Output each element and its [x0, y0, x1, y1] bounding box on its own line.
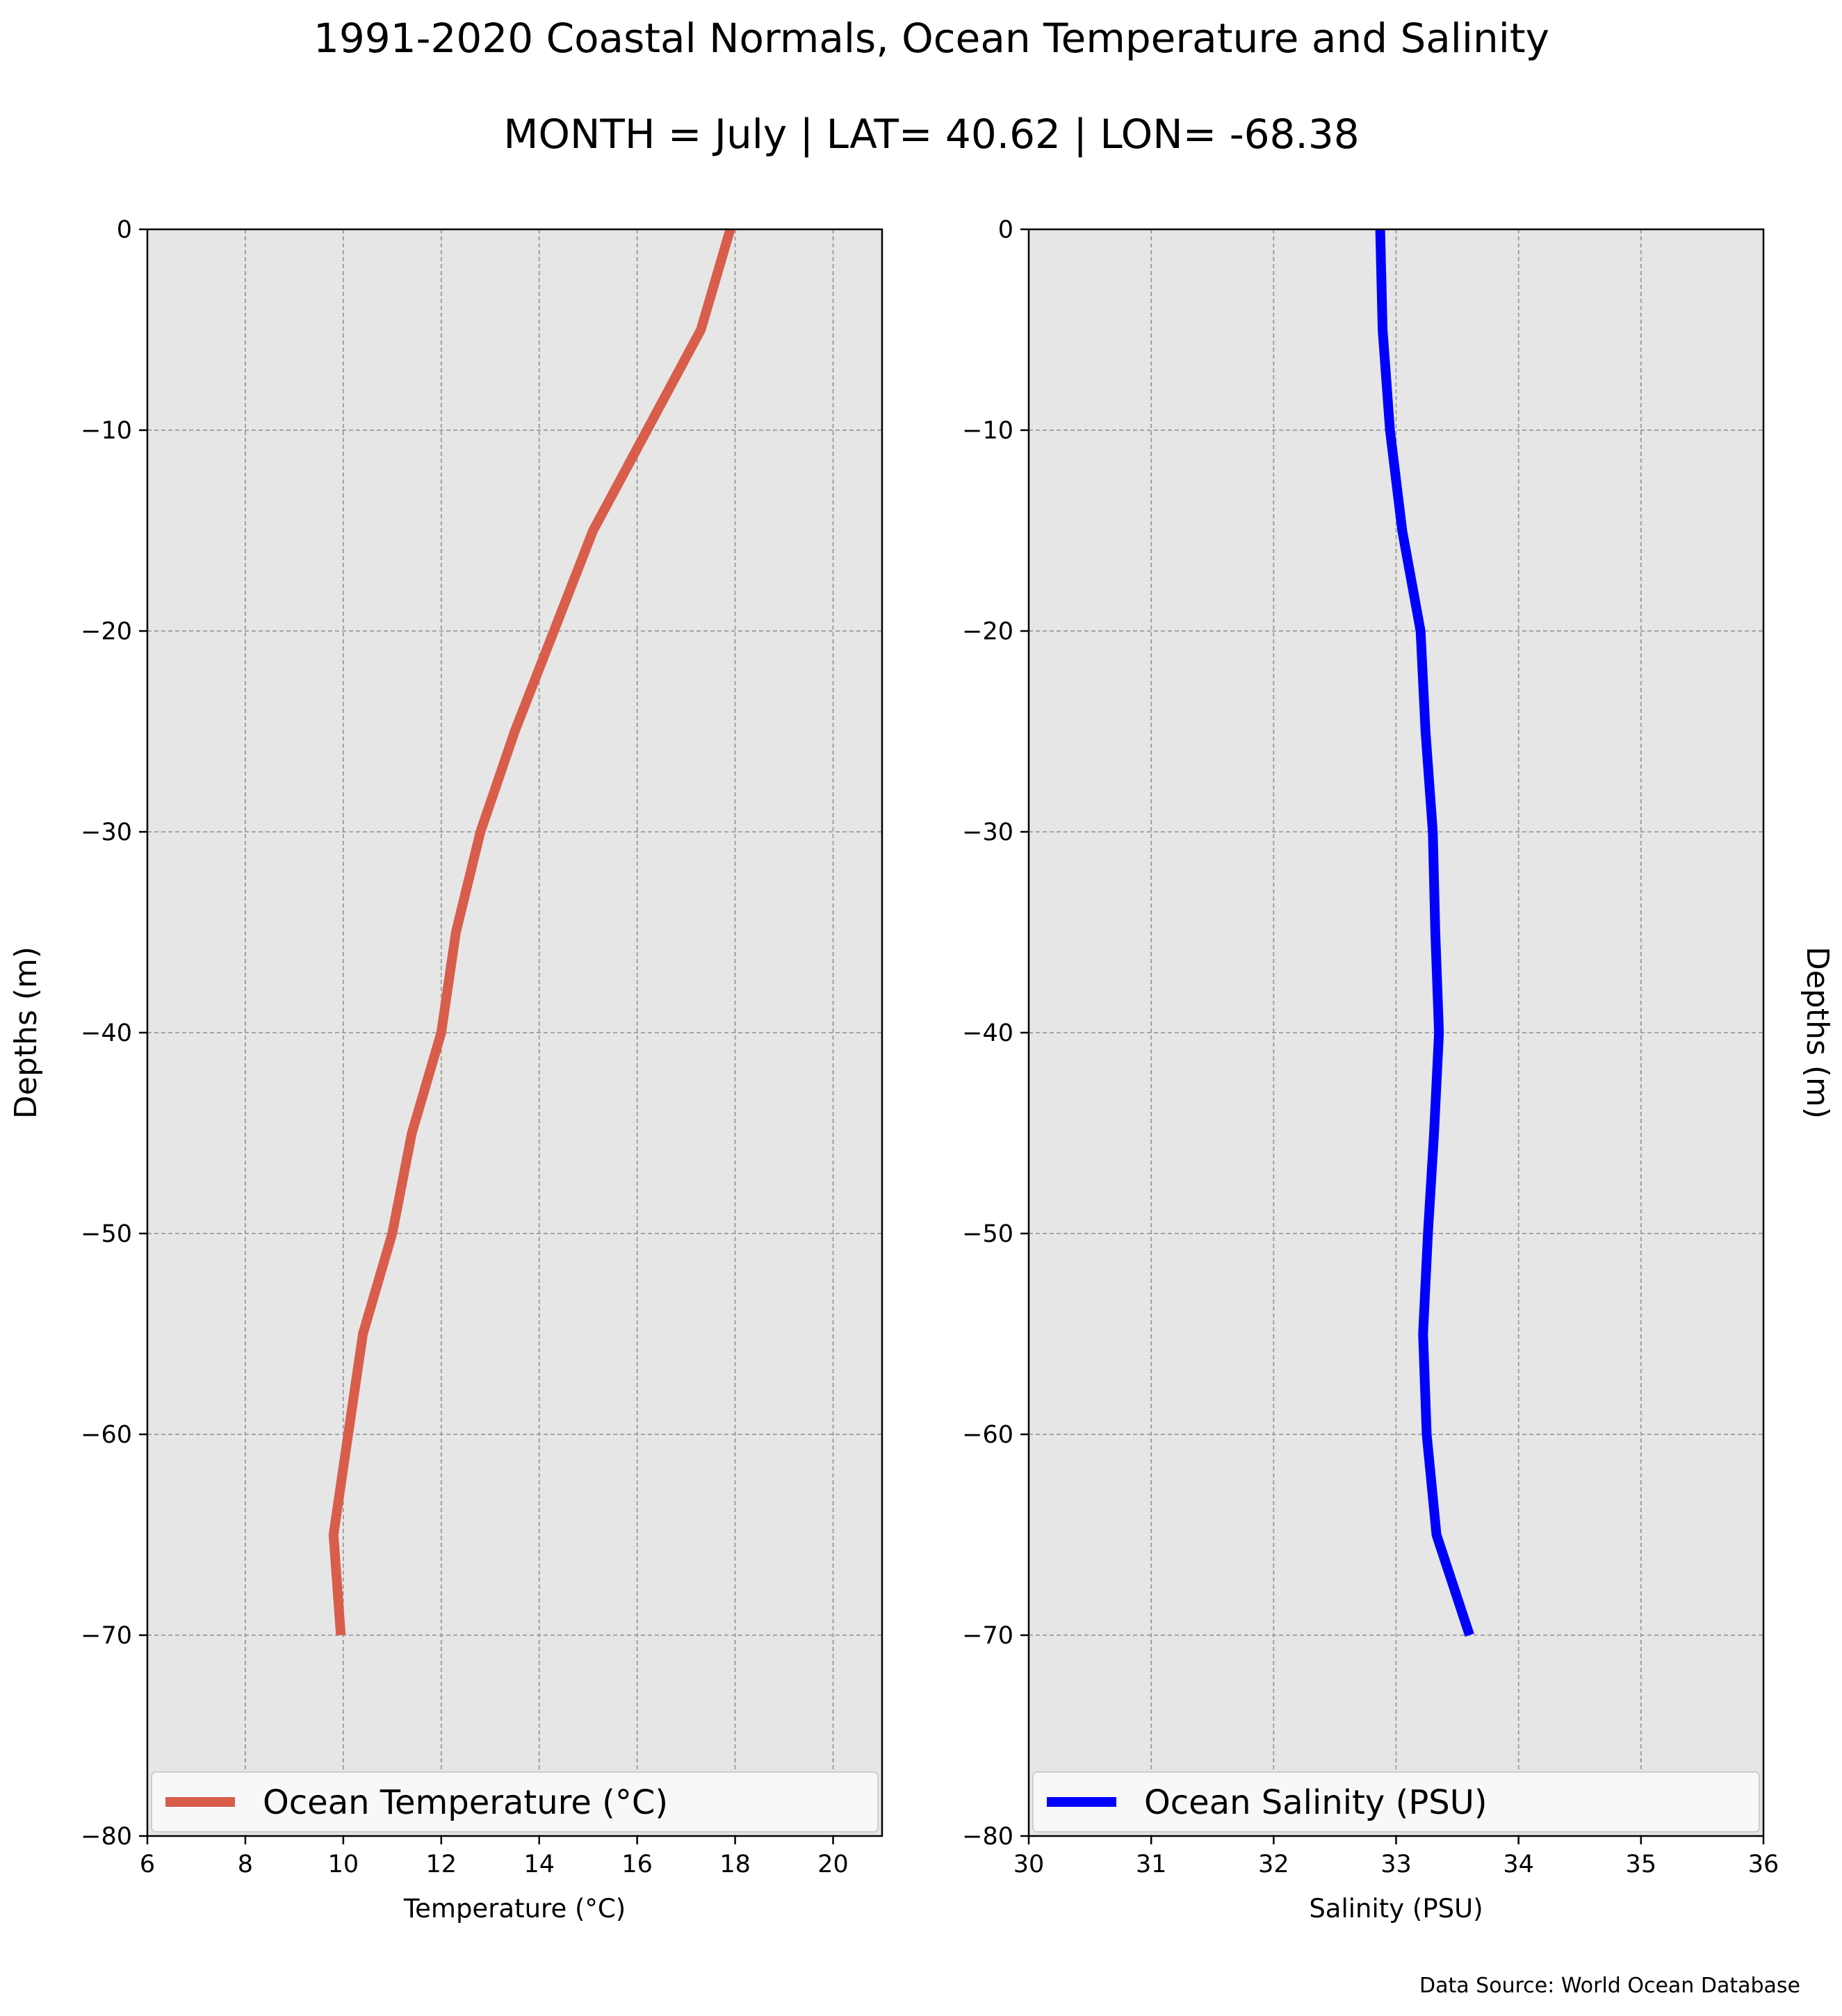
temperature-legend-box [151, 1771, 879, 1833]
temperature-x-tick-label: 10 [328, 1851, 359, 1878]
temperature-y-tick-label: −70 [81, 1622, 132, 1650]
temperature-y-tick-label: −20 [81, 618, 132, 646]
salinity-x-tick-label: 36 [1748, 1851, 1779, 1878]
figure-subtitle: MONTH = July | LAT= 40.62 | LON= -68.38 [503, 110, 1359, 158]
salinity-legend-label: Ocean Salinity (PSU) [1144, 1783, 1488, 1822]
temperature-plot-area [147, 229, 882, 1836]
temperature-x-tick-label: 6 [140, 1851, 155, 1878]
salinity-legend-box [1032, 1771, 1760, 1833]
temperature-panel: Ocean Temperature (°C) 6 8 10 12 14 16 18 20 0 −… [8, 216, 883, 1924]
salinity-y-tick-label: −70 [962, 1622, 1013, 1650]
data-source-note: Data Source: World Ocean Database [1419, 1974, 1800, 1998]
temperature-y-tick-label: −40 [81, 1019, 132, 1047]
temperature-x-tick-label: 18 [719, 1851, 751, 1878]
salinity-x-tick-label: 34 [1503, 1851, 1534, 1878]
salinity-x-ticks: 30 31 32 33 34 35 36 [1013, 1836, 1779, 1878]
temperature-x-tick-label: 8 [238, 1851, 253, 1878]
salinity-x-tick-label: 31 [1136, 1851, 1167, 1878]
temperature-legend: Ocean Temperature (°C) [151, 1771, 879, 1833]
temperature-x-tick-label: 12 [426, 1851, 457, 1878]
temperature-y-tick-label: −30 [81, 819, 132, 846]
temperature-x-axis-label: Temperature (°C) [403, 1894, 626, 1924]
temperature-x-tick-label: 20 [817, 1851, 849, 1878]
temperature-profile-line [328, 228, 735, 1636]
temperature-y-tick-label: 0 [117, 216, 132, 244]
salinity-y-tick-label: −30 [962, 819, 1013, 846]
temperature-y-tick-label: −10 [81, 417, 132, 445]
temperature-series [328, 228, 735, 1636]
salinity-y-tick-label: −80 [962, 1823, 1013, 1851]
temperature-legend-label: Ocean Temperature (°C) [263, 1783, 668, 1822]
salinity-y-ticks: 0 −10 −20 −30 −40 −50 −60 −70 −80 [962, 216, 1029, 1851]
salinity-x-tick-label: 30 [1013, 1851, 1045, 1878]
salinity-y-tick-label: −40 [962, 1019, 1013, 1047]
temperature-grid [147, 229, 882, 1836]
salinity-y-tick-label: −60 [962, 1421, 1013, 1449]
salinity-x-tick-label: 32 [1258, 1851, 1289, 1878]
temperature-x-ticks: 6 8 10 12 14 16 18 20 [140, 1836, 849, 1878]
salinity-x-axis-label: Salinity (PSU) [1309, 1894, 1483, 1924]
temperature-y-tick-label: −60 [81, 1421, 132, 1449]
salinity-series [1375, 229, 1474, 1637]
salinity-y-tick-label: −10 [962, 417, 1013, 445]
salinity-y-tick-label: −50 [962, 1220, 1013, 1248]
salinity-y-tick-label: 0 [998, 216, 1013, 244]
temperature-y-tick-label: −50 [81, 1220, 132, 1248]
salinity-profile-line [1375, 229, 1474, 1637]
temperature-x-tick-label: 16 [621, 1851, 653, 1878]
figure-title: 1991-2020 Coastal Normals, Ocean Tempera… [313, 15, 1549, 62]
salinity-x-tick-label: 33 [1380, 1851, 1412, 1878]
temperature-y-axis-label: Depths (m) [8, 946, 44, 1119]
salinity-x-tick-label: 35 [1626, 1851, 1657, 1878]
salinity-y-tick-label: −20 [962, 618, 1013, 646]
temperature-y-ticks: 0 −10 −20 −30 −40 −50 −60 −70 −80 [81, 216, 147, 1851]
temperature-x-tick-label: 14 [523, 1851, 555, 1878]
temperature-y-tick-label: −80 [81, 1823, 132, 1851]
salinity-legend: Ocean Salinity (PSU) [1032, 1771, 1760, 1833]
salinity-y-axis-label: Depths (m) [1800, 946, 1835, 1119]
salinity-panel: Ocean Salinity (PSU) 30 31 32 33 34 35 36 0 −10… [962, 216, 1835, 1924]
